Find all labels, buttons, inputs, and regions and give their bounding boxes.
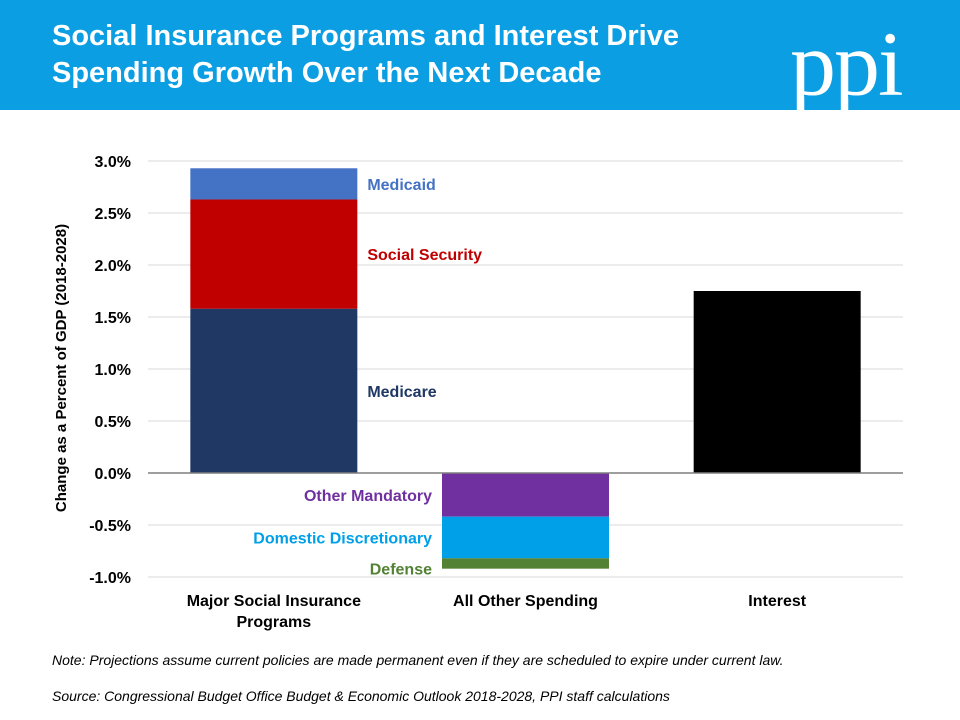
ppi-logo: ppi [790,13,904,115]
bar-medicare [190,308,358,473]
segment-label-medicare: Medicare [367,384,436,401]
y-tick-label: 1.5% [95,310,131,327]
x-tick-label: All Other Spending [453,593,598,610]
segment-label-defense: Defense [370,562,432,579]
y-tick-label: -0.5% [89,518,131,535]
bar-interest [693,291,861,473]
y-tick-label: 2.5% [95,206,131,223]
footnote: Note: Projections assume current policie… [52,652,784,668]
bar-medicaid [190,168,358,200]
spending-growth-chart: 3.0% 2.5% 2.0% 1.5% 1.0% 0.5% 0.0% -0.5% -1.0% M… [53,154,903,631]
y-axis-label: Change as a Percent of GDP (2018-2028) [53,224,70,512]
source-note: Source: Congressional Budget Office Budg… [52,688,670,704]
y-axis-ticks: 3.0% 2.5% 2.0% 1.5% 1.0% 0.5% 0.0% -0.5% -1.0% [89,154,131,587]
x-axis-labels: Major Social Insurance Programs All Other … [187,593,807,631]
y-tick-label: 0.0% [95,466,131,483]
x-tick-label: Interest [748,593,806,610]
bar-defense [442,558,609,569]
y-tick-label: 3.0% [95,154,131,171]
y-tick-label: 2.0% [95,258,131,275]
segment-label-other-mandatory: Other Mandatory [304,488,432,505]
bar-social-security [190,199,358,309]
bar-domestic-discretionary [442,516,609,559]
segment-label-medicaid: Medicaid [367,177,435,194]
segment-label-social-security: Social Security [367,247,482,264]
x-tick-label: Major Social Insurance Programs [187,593,361,631]
segment-label-domestic-discretionary: Domestic Discretionary [253,530,432,547]
bars [190,168,861,569]
y-tick-label: 0.5% [95,414,131,431]
y-tick-label: 1.0% [95,362,131,379]
segment-labels: Medicare Social Security Medicaid Other Man… [253,177,482,579]
header-banner: Social Insurance Programs and Interest D… [0,0,960,110]
page-title: Social Insurance Programs and Interest D… [52,20,679,89]
bar-other-mandatory [442,473,609,517]
y-tick-label: -1.0% [89,570,131,587]
